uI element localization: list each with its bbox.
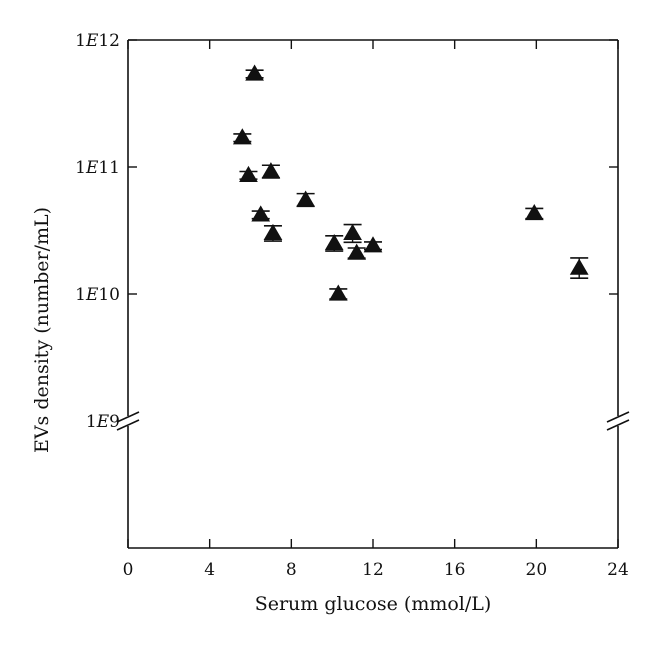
data-point [296, 190, 315, 208]
x-axis-title: Serum glucose (mmol/L) [255, 593, 492, 615]
axis-break-mark-left-1 [116, 411, 140, 423]
triangle-marker [363, 236, 383, 253]
data-point [328, 284, 348, 301]
y-tick-label: 1E11 [75, 158, 120, 178]
plot-frame [116, 39, 630, 549]
triangle-marker [245, 64, 264, 81]
triangle-marker [328, 284, 348, 301]
x-axis: 0 4 8 12 16 20 24 [123, 40, 629, 580]
triangle-marker [324, 233, 344, 251]
triangle-marker [296, 190, 315, 207]
data-point [261, 162, 281, 179]
axis-break-mark-left-2 [116, 419, 140, 431]
data-point [245, 64, 264, 81]
triangle-marker [239, 165, 258, 182]
data-points [232, 64, 589, 301]
data-point [347, 243, 367, 260]
x-tick-label: 20 [526, 560, 548, 580]
triangle-marker [524, 204, 544, 221]
data-point [251, 205, 271, 222]
y-tick-label: 1E12 [75, 31, 120, 51]
data-point [343, 223, 362, 244]
triangle-marker [347, 243, 367, 260]
triangle-marker [263, 223, 283, 241]
triangle-marker [232, 128, 252, 145]
data-point [569, 257, 589, 280]
data-point [232, 128, 252, 145]
x-tick-label: 12 [362, 560, 384, 580]
axis-break-mark-right-1 [606, 411, 630, 423]
triangle-marker [569, 258, 589, 275]
data-point [239, 165, 258, 182]
axis-break-mark-right-2 [606, 419, 630, 431]
y-axis: 1E9 1E10 1E11 1E12 [75, 31, 618, 432]
triangle-marker [261, 162, 281, 179]
data-point [324, 233, 344, 252]
x-tick-label: 4 [204, 560, 215, 580]
x-tick-label: 0 [123, 560, 134, 580]
y-axis-title: EVs density (number/mL) [31, 207, 53, 453]
y-tick-label: 1E9 [86, 412, 120, 432]
x-tick-label: 24 [607, 560, 629, 580]
data-point [263, 223, 283, 242]
triangle-marker [251, 205, 271, 222]
x-tick-label: 8 [286, 560, 297, 580]
data-point [524, 204, 544, 221]
data-point [363, 236, 383, 253]
y-tick-label: 1E10 [75, 285, 120, 305]
triangle-marker [343, 223, 362, 241]
x-tick-label: 16 [444, 560, 466, 580]
